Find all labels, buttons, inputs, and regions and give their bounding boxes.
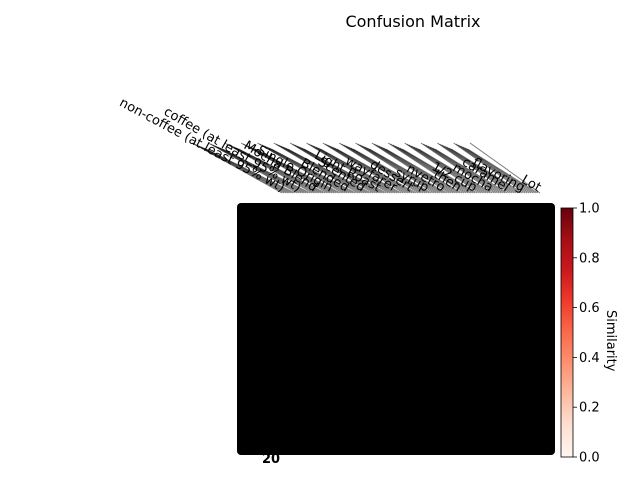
x-tick-mark [341,143,421,194]
colorbar-label: Similarity [603,310,618,372]
colorbar-tick-label: 0.6 [579,301,600,316]
x-tick-mark [413,146,489,194]
colorbar-tick-label: 0.2 [579,401,600,416]
x-tick-marks [191,142,541,194]
x-tick-mark [205,148,296,194]
x-tick-mark [467,148,539,194]
x-tick-mark [402,148,478,194]
y-tick-label: 20 [262,452,280,467]
colorbar [560,207,574,458]
x-tick-mark [444,145,517,194]
x-tick-mark [451,148,523,194]
x-tick-mark [425,144,500,194]
x-tick-mark [416,147,491,194]
x-tick-mark [423,143,497,194]
x-tick-mark [406,143,482,194]
x-tick-mark [430,146,504,194]
colorbar-tick-label: 1.0 [579,202,600,217]
x-tick-mark [427,145,502,194]
x-tick-mark [432,147,506,194]
x-tick-mark [306,142,389,194]
x-tick-mark [238,148,326,194]
x-tick-mark [418,148,493,194]
x-tick-mark [287,148,372,194]
x-tick-mark [303,148,387,194]
x-tick-mark [460,145,532,194]
x-tick-mark [465,147,536,194]
x-tick-mark [378,145,456,194]
x-tick-mark [404,142,480,194]
x-tick-mark [387,142,465,194]
x-tick-mark [395,145,471,194]
x-tick-mark [322,142,404,194]
x-tick-mark [458,144,530,194]
colorbar-tick-label: 0.4 [579,351,600,366]
x-tick-mark [320,148,402,194]
x-tick-mark [338,142,419,194]
x-tick-mark [376,144,454,194]
x-tick-mark [222,148,311,194]
x-tick-mark [434,148,508,194]
x-tick-mark [380,146,458,194]
x-tick-mark [336,148,417,194]
x-tick-mark [371,142,450,194]
x-tick-mark [448,147,521,194]
x-tick-mark [289,142,374,194]
chart-title: Confusion Matrix [345,12,481,31]
x-tick-mark [390,143,467,194]
x-tick-mark [369,148,447,194]
x-tick-mark [392,144,469,194]
x-tick-mark [362,145,441,194]
x-tick-mark [441,144,515,194]
x-tick-mark [357,143,437,194]
matrix-area [237,203,555,455]
x-tick-mark [397,146,474,194]
x-tick-mark [254,148,341,194]
x-tick-mark [355,142,435,194]
x-tick-mark [446,146,519,194]
x-tick-mark [399,147,476,194]
x-tick-mark [409,144,484,194]
x-tick-mark [359,144,439,194]
colorbar-tick-label: 0.0 [579,451,600,466]
matrix-cells [237,203,555,455]
colorbar-tick-label: 0.8 [579,251,600,266]
x-tick-mark [352,148,432,194]
x-tick-mark [469,142,541,194]
x-tick-mark [271,148,356,194]
x-tick-mark [455,143,528,194]
x-tick-mark [385,148,463,194]
x-tick-mark [324,143,406,194]
x-tick-mark [308,143,391,194]
x-tick-mark [437,142,510,194]
x-tick-mark [439,143,513,194]
colorbar-ticks: 0.0 0.2 0.4 0.6 0.8 1.0 [573,202,600,466]
x-tick-mark [420,142,495,194]
x-tick-mark [343,144,424,194]
x-tick-mark [462,146,534,194]
x-tick-mark [373,143,452,194]
x-tick-mark [411,145,487,194]
x-tick-mark [453,142,526,194]
